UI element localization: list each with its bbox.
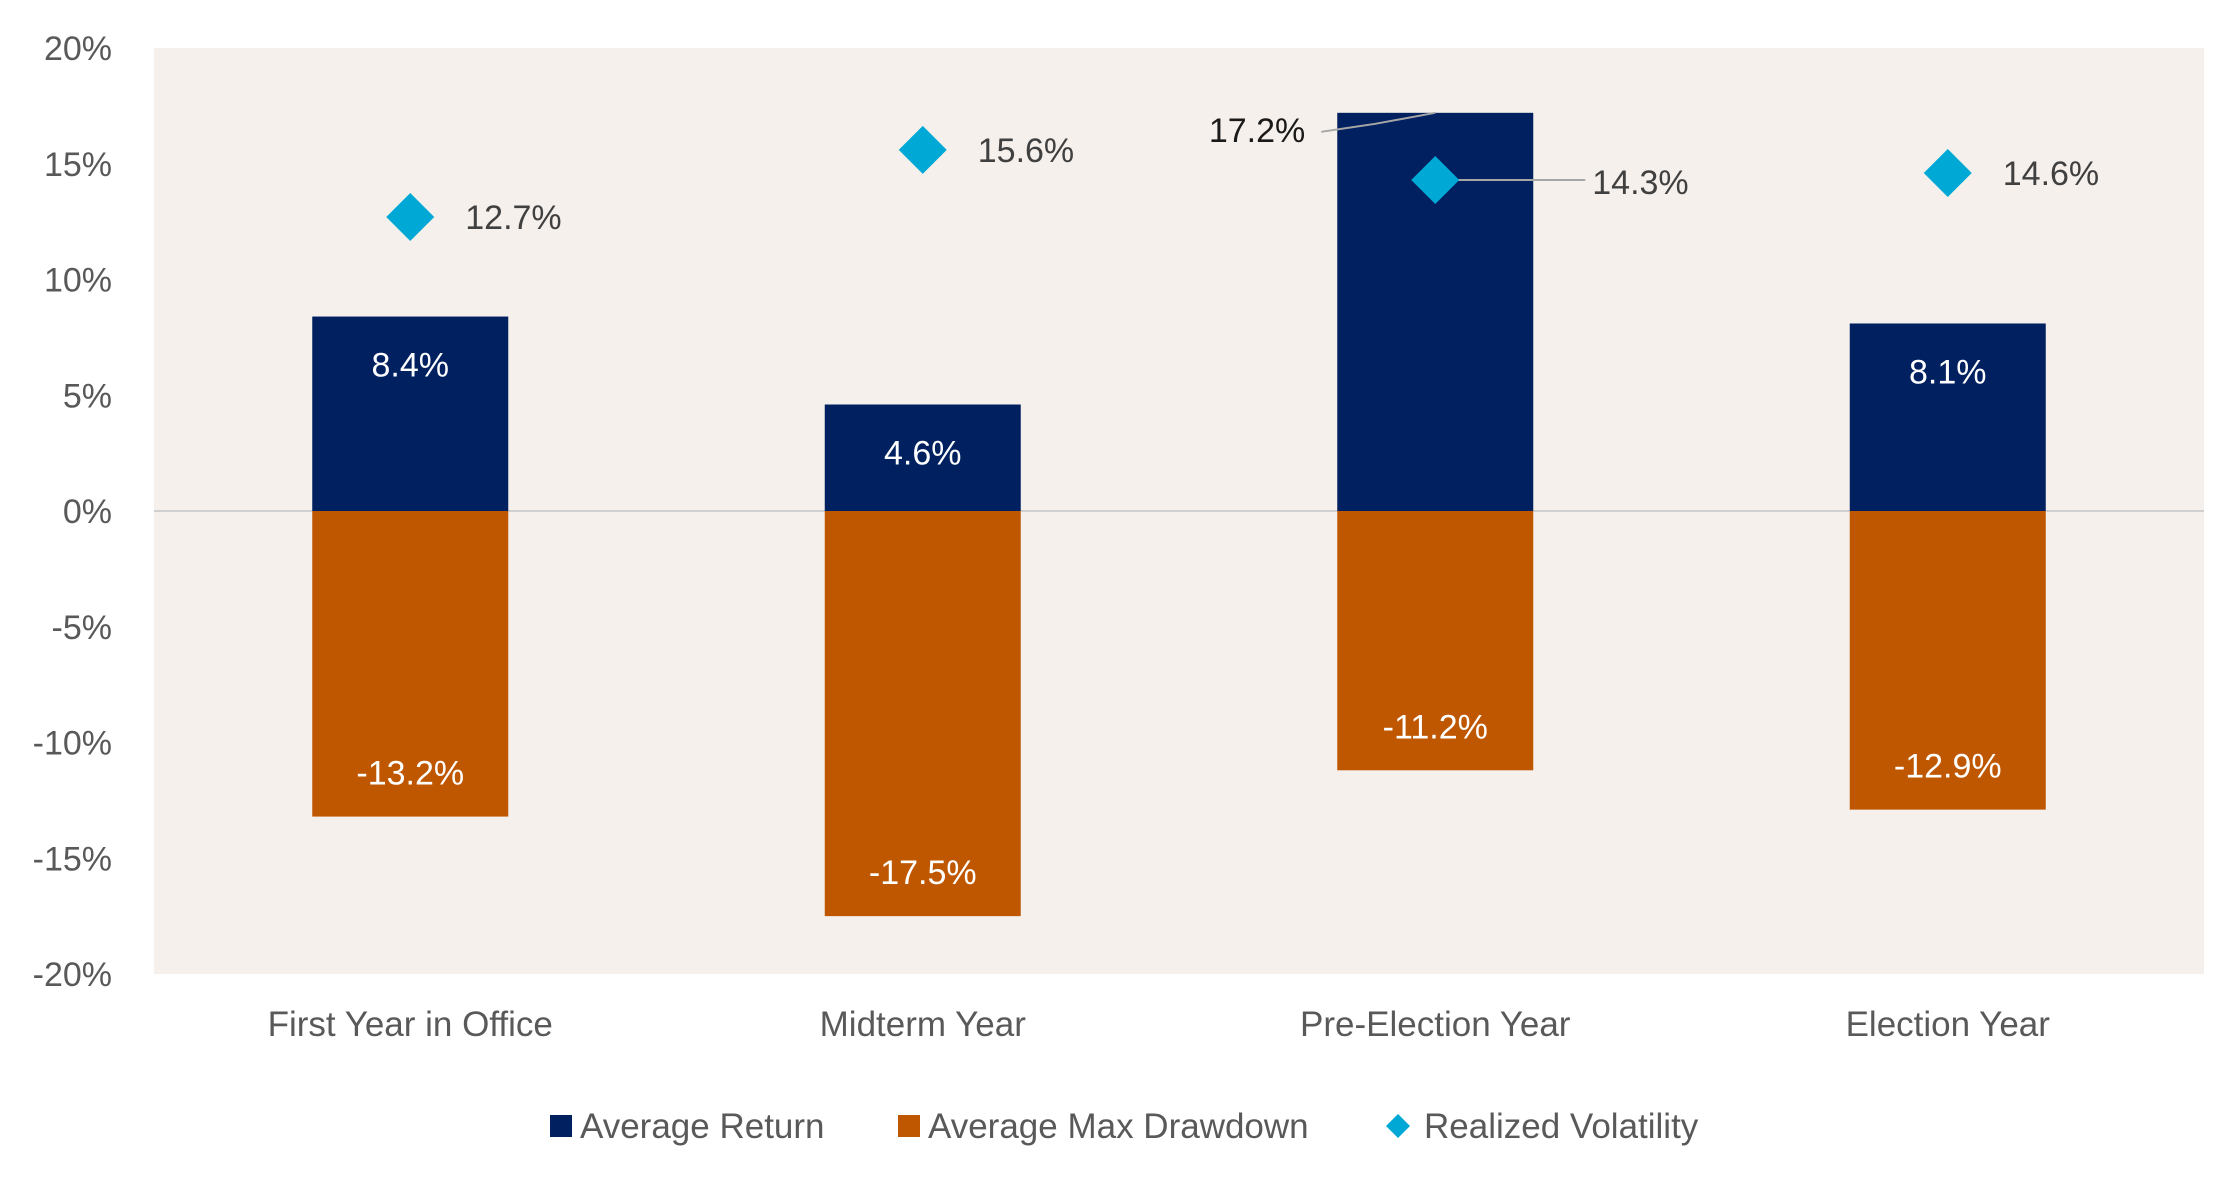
data-labels-group: 8.4% 4.6% 17.2% 8.1% -13.2% -17.5% -11.2% -12.9… (356, 112, 2099, 892)
x-category-label: Pre-Election Year (1300, 1005, 1571, 1044)
x-category-label: Election Year (1846, 1005, 2051, 1044)
y-tick-label: -20% (33, 956, 112, 994)
realized-volatility-marker (898, 125, 947, 174)
y-tick-label: -5% (52, 609, 112, 647)
average-max-drawdown-label: -17.5% (869, 854, 977, 892)
realized-volatility-marker (1411, 155, 1460, 204)
realized-volatility-marker (1923, 149, 1972, 198)
average-return-leader-line (1321, 111, 1436, 133)
y-tick-label: 20% (44, 30, 112, 68)
average-max-drawdown-label: -11.2% (1383, 708, 1488, 746)
y-tick-label: 10% (44, 262, 112, 300)
realized-volatility-marker (386, 192, 435, 241)
realized-volatility-legend-label: Realized Volatility (1424, 1107, 1699, 1146)
legend: Average Return Average Max Drawdown Realiz… (550, 1107, 1699, 1146)
average-return-label: 8.4% (372, 347, 450, 385)
average-max-drawdown-bar (312, 511, 509, 817)
y-tick-label: 0% (63, 493, 112, 531)
average-return-bar (1849, 323, 2046, 511)
x-axis-categories-group: First Year in Office Midterm Year Pre-Elec… (268, 1005, 2051, 1044)
average-return-label: 17.2% (1209, 112, 1305, 150)
markers-group (386, 125, 1972, 241)
average-max-drawdown-legend-swatch (898, 1115, 920, 1137)
average-max-drawdown-bar (1337, 511, 1534, 771)
average-max-drawdown-bar (824, 511, 1021, 917)
leader-lines-group (1321, 111, 1586, 181)
x-category-label: First Year in Office (268, 1005, 553, 1044)
realized-volatility-label: 15.6% (978, 132, 1074, 170)
average-return-bar (824, 404, 1021, 511)
y-tick-label: 15% (44, 146, 112, 184)
average-return-bar (312, 316, 509, 511)
y-tick-label: 5% (63, 377, 112, 415)
realized-volatility-label: 14.3% (1592, 164, 1688, 202)
y-tick-label: -15% (33, 840, 112, 878)
realized-volatility-legend-swatch (1386, 1114, 1410, 1138)
average-return-legend-label: Average Return (580, 1107, 825, 1146)
x-category-label: Midterm Year (820, 1005, 1027, 1044)
average-max-drawdown-label: -13.2% (356, 755, 464, 793)
average-return-legend-swatch (550, 1115, 572, 1137)
average-max-drawdown-label: -12.9% (1894, 748, 2002, 786)
average-max-drawdown-bar (1849, 511, 2046, 810)
average-return-label: 8.1% (1909, 353, 1987, 391)
average-return-label: 4.6% (884, 435, 962, 473)
average-max-drawdown-legend-label: Average Max Drawdown (928, 1107, 1309, 1146)
y-axis-ticks-group: 20% 15% 10% 5% 0% -5% -10% -15% -20% (33, 30, 112, 994)
realized-volatility-label: 12.7% (465, 199, 561, 237)
y-tick-label: -10% (33, 725, 112, 763)
realized-volatility-label: 14.6% (2003, 155, 2099, 193)
